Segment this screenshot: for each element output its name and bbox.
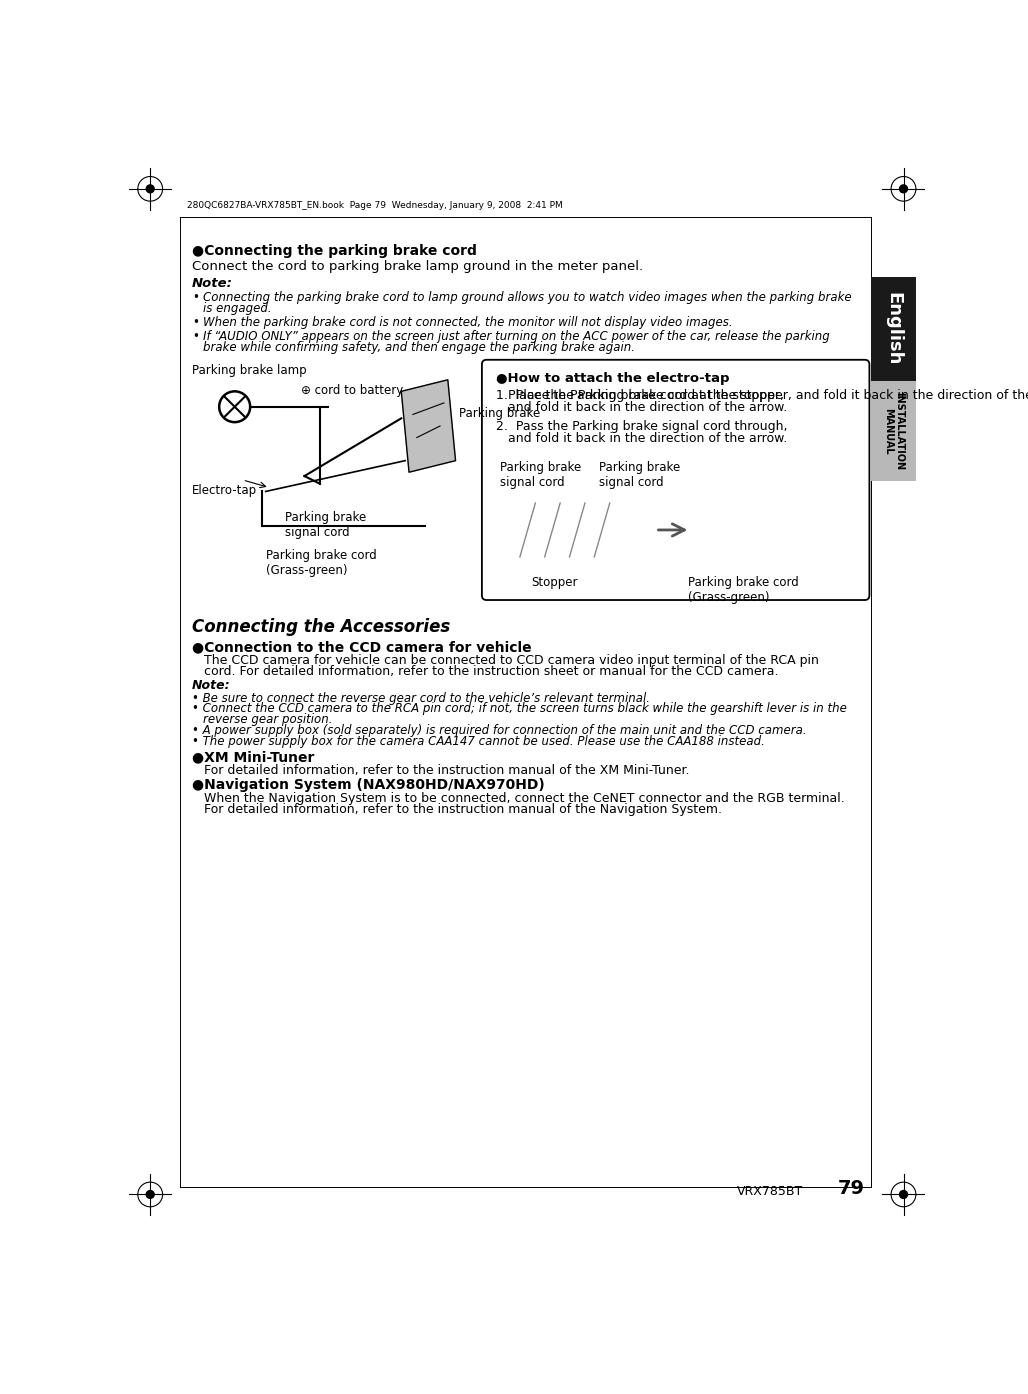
Text: Parking brake
signal cord: Parking brake signal cord [285,510,366,538]
Text: VRX785BT: VRX785BT [736,1185,803,1197]
Text: • A power supply box (sold separately) is required for connection of the main un: • A power supply box (sold separately) i… [192,723,807,737]
Text: Note:: Note: [192,277,233,290]
Text: 1.  Place the Parking brake cord at the stopper, and fold it back in the directi: 1. Place the Parking brake cord at the s… [495,389,1028,401]
Text: Stopper: Stopper [531,576,578,590]
Text: brake while confirming safety, and then engage the parking brake again.: brake while confirming safety, and then … [203,340,635,354]
Text: •: • [192,330,199,343]
Text: Parking brake lamp: Parking brake lamp [192,364,306,378]
Text: cord. For detailed information, refer to the instruction sheet or manual for the: cord. For detailed information, refer to… [204,665,778,679]
Circle shape [146,185,154,192]
Text: Parking brake: Parking brake [460,407,541,420]
Circle shape [900,1190,908,1199]
FancyBboxPatch shape [694,489,787,570]
Text: English: English [884,293,903,365]
Text: Parking brake cord
(Grass-green): Parking brake cord (Grass-green) [688,576,799,604]
Text: ●Connecting the parking brake cord: ●Connecting the parking brake cord [192,244,477,258]
Text: is engaged.: is engaged. [203,302,271,315]
FancyBboxPatch shape [499,485,642,574]
Text: Parking brake cord
(Grass-green): Parking brake cord (Grass-green) [265,549,376,577]
Text: When the Navigation System is to be connected, connect the CeNET connector and t: When the Navigation System is to be conn… [204,792,844,804]
Text: When the parking brake cord is not connected, the monitor will not display video: When the parking brake cord is not conne… [203,316,733,329]
Text: •: • [192,291,199,304]
Bar [871,276,916,382]
Text: • Connect the CCD camera to the RCA pin cord; if not, the screen turns black whi: • Connect the CCD camera to the RCA pin … [192,703,847,715]
Text: Electro-tap: Electro-tap [192,484,257,496]
Text: ●How to attach the electro-tap: ●How to attach the electro-tap [495,372,729,385]
Text: • The power supply box for the camera CAA147 cannot be used. Please use the CAA1: • The power supply box for the camera CA… [192,735,765,747]
Circle shape [146,1190,154,1199]
Text: ⊕ cord to battery: ⊕ cord to battery [300,383,403,397]
FancyBboxPatch shape [482,360,870,599]
Text: 2.  Pass the Parking brake signal cord through,: 2. Pass the Parking brake signal cord th… [495,420,787,434]
Text: and fold it back in the direction of the arrow.: and fold it back in the direction of the… [508,432,787,445]
Text: Parking brake
signal cord: Parking brake signal cord [599,460,681,489]
Text: The CCD camera for vehicle can be connected to CCD camera video input terminal o: The CCD camera for vehicle can be connec… [204,654,818,666]
Text: ●XM Mini-Tuner: ●XM Mini-Tuner [192,750,315,764]
Text: 280QC6827BA-VRX785BT_EN.book  Page 79  Wednesday, January 9, 2008  2:41 PM: 280QC6827BA-VRX785BT_EN.book Page 79 Wed… [187,201,562,210]
Text: Parking brake
signal cord: Parking brake signal cord [501,460,582,489]
Text: Connect the cord to parking brake lamp ground in the meter panel.: Connect the cord to parking brake lamp g… [192,261,644,273]
Text: Note:: Note: [192,679,230,693]
Text: INSTALLATION
MANUAL: INSTALLATION MANUAL [883,392,905,470]
Text: 79: 79 [838,1178,865,1197]
Text: • Be sure to connect the reverse gear cord to the vehicle’s relevant terminal.: • Be sure to connect the reverse gear co… [192,691,650,704]
Text: For detailed information, refer to the instruction manual of the XM Mini-Tuner.: For detailed information, refer to the i… [204,764,689,776]
Text: and fold it back in the direction of the arrow.: and fold it back in the direction of the… [508,401,787,414]
Text: Connecting the parking brake cord to lamp ground allows you to watch video image: Connecting the parking brake cord to lam… [203,291,851,304]
Text: If “AUDIO ONLY” appears on the screen just after turning on the ACC power of the: If “AUDIO ONLY” appears on the screen ju… [203,330,830,343]
Text: For detailed information, refer to the instruction manual of the Navigation Syst: For detailed information, refer to the i… [204,803,722,817]
Bar [871,382,916,481]
Text: Connecting the Accessories: Connecting the Accessories [192,619,450,637]
Text: ●Connection to the CCD camera for vehicle: ●Connection to the CCD camera for vehicl… [192,640,531,654]
Circle shape [900,185,908,192]
Text: Place the Parking brake cord at the stopper,: Place the Parking brake cord at the stop… [508,389,784,401]
Text: reverse gear position.: reverse gear position. [203,714,332,726]
Text: ●Navigation System (NAX980HD/NAX970HD): ●Navigation System (NAX980HD/NAX970HD) [192,778,545,792]
Polygon shape [401,379,455,473]
Text: •: • [192,316,199,329]
